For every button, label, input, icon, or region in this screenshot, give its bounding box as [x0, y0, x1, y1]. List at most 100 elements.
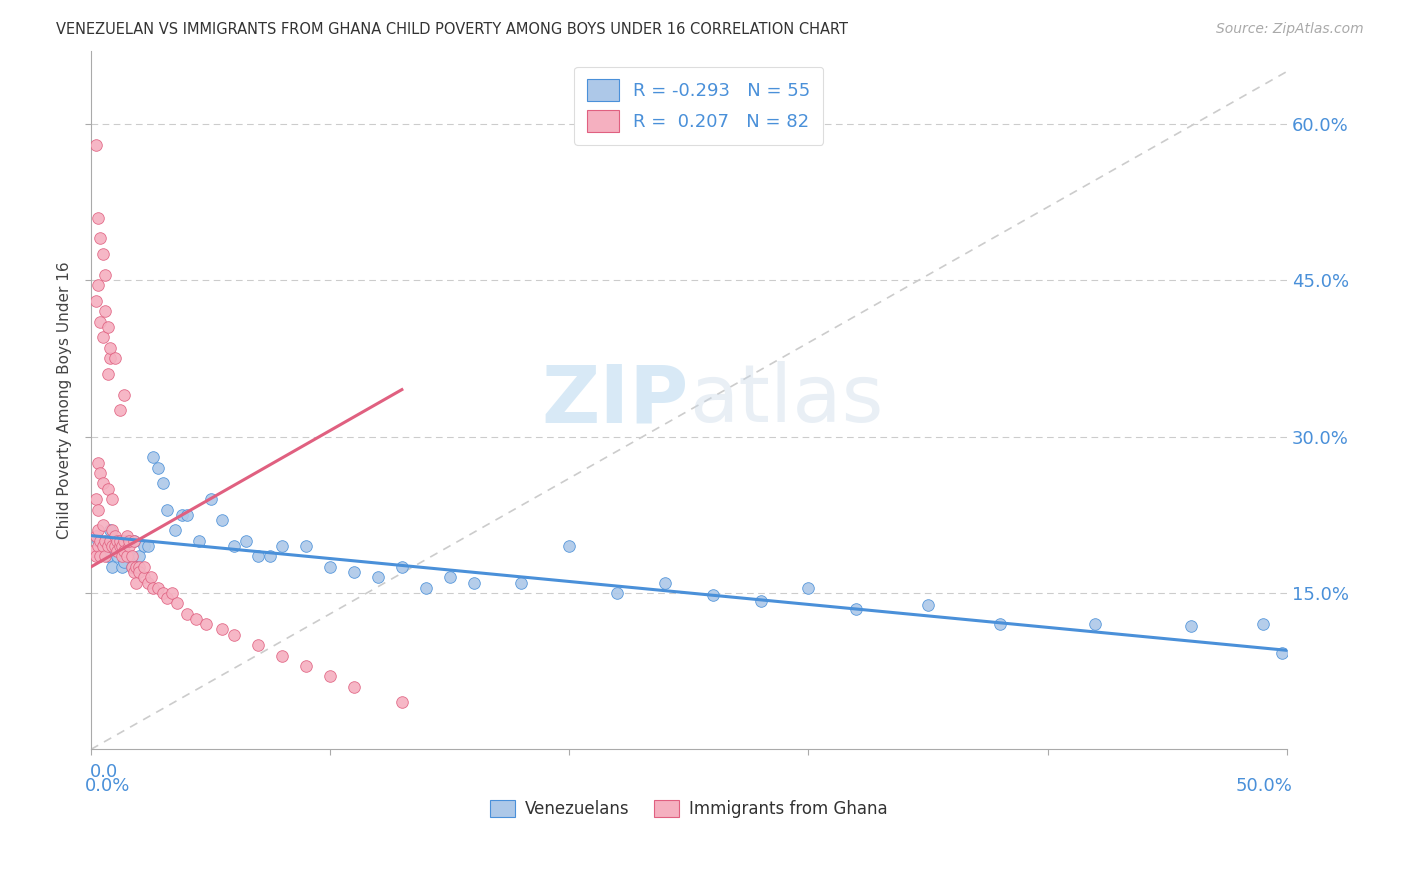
Point [111, 560, 134, 574]
Point [319, 560, 342, 574]
Point [91, 330, 114, 344]
Point [98, 533, 121, 548]
Point [139, 570, 162, 584]
Point [142, 450, 165, 465]
Point [87, 502, 110, 516]
Point [94, 549, 117, 564]
Point [89, 533, 111, 548]
Point [654, 575, 676, 590]
Point [247, 638, 270, 652]
Point [343, 680, 366, 694]
Point [97, 549, 120, 564]
Point [142, 581, 165, 595]
Point [98, 341, 121, 355]
Point [91, 476, 114, 491]
Point [97, 539, 120, 553]
Point [108, 403, 131, 417]
Point [112, 555, 135, 569]
Point [415, 581, 437, 595]
Point [101, 560, 124, 574]
Point [128, 549, 150, 564]
Point [749, 594, 772, 608]
Point [259, 549, 281, 564]
Point [87, 211, 110, 225]
Point [1251, 617, 1274, 632]
Point [115, 533, 138, 548]
Point [146, 581, 169, 595]
Point [988, 617, 1011, 632]
Text: atlas: atlas [689, 361, 883, 439]
Point [211, 513, 233, 527]
Point [1271, 647, 1294, 661]
Point [104, 539, 127, 553]
Point [128, 560, 150, 574]
Point [156, 591, 179, 606]
Point [108, 533, 131, 548]
Point [101, 492, 124, 507]
Point [162, 586, 184, 600]
Point [132, 560, 155, 574]
Point [87, 533, 110, 548]
Point [122, 565, 145, 579]
Point [89, 549, 111, 564]
Point [845, 601, 868, 615]
Point [224, 628, 246, 642]
Point [558, 539, 581, 553]
Point [87, 278, 110, 293]
Text: 0.0%: 0.0% [84, 777, 131, 796]
Point [84, 293, 107, 308]
Point [101, 524, 124, 538]
Point [128, 565, 150, 579]
Point [235, 533, 257, 548]
Point [118, 539, 141, 553]
Point [121, 560, 143, 574]
Point [111, 549, 134, 564]
Legend: Venezuelans, Immigrants from Ghana: Venezuelans, Immigrants from Ghana [484, 793, 894, 825]
Point [121, 549, 143, 564]
Point [105, 544, 128, 558]
Point [104, 528, 127, 542]
Point [89, 315, 111, 329]
Point [91, 539, 114, 553]
Point [105, 533, 128, 548]
Point [121, 560, 143, 574]
Point [125, 560, 148, 574]
Point [146, 460, 169, 475]
Point [797, 581, 820, 595]
Point [101, 539, 124, 553]
Point [108, 539, 131, 553]
Point [271, 539, 294, 553]
Point [89, 466, 111, 480]
Point [82, 544, 104, 558]
Text: ZIP: ZIP [541, 361, 689, 439]
Point [98, 524, 121, 538]
Point [319, 669, 342, 683]
Point [84, 528, 107, 542]
Point [91, 518, 114, 533]
Point [84, 549, 107, 564]
Point [97, 367, 120, 381]
Point [170, 508, 193, 522]
Point [111, 539, 134, 553]
Point [271, 648, 294, 663]
Text: 50.0%: 50.0% [1236, 777, 1292, 796]
Point [176, 508, 198, 522]
Point [391, 560, 413, 574]
Point [98, 351, 121, 366]
Point [97, 320, 120, 334]
Point [112, 388, 135, 402]
Point [200, 492, 222, 507]
Point [104, 351, 127, 366]
Point [391, 696, 413, 710]
Point [105, 549, 128, 564]
Point [463, 575, 485, 590]
Point [87, 539, 110, 553]
Point [87, 524, 110, 538]
Point [156, 502, 179, 516]
Point [224, 539, 246, 553]
Point [118, 533, 141, 548]
Point [125, 575, 148, 590]
Point [94, 268, 117, 282]
Point [132, 570, 155, 584]
Point [84, 137, 107, 152]
